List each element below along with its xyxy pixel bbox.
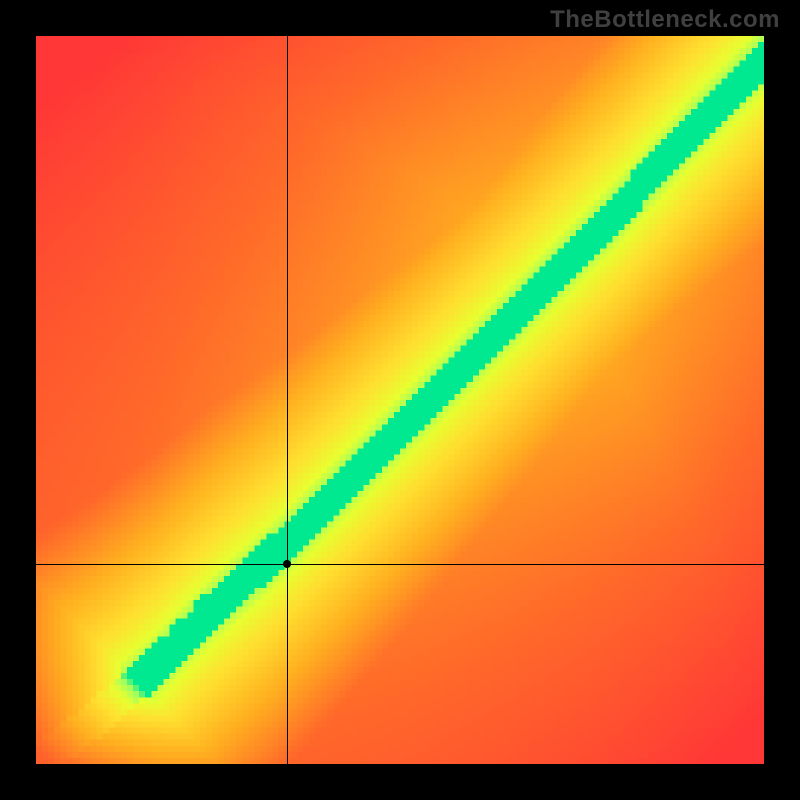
chart-container: TheBottleneck.com [0,0,800,800]
plot-area [36,36,764,764]
watermark-text: TheBottleneck.com [550,6,780,34]
crosshair-vertical [287,36,288,764]
crosshair-horizontal [36,564,764,565]
data-point [283,560,291,568]
heatmap-canvas [36,36,764,764]
